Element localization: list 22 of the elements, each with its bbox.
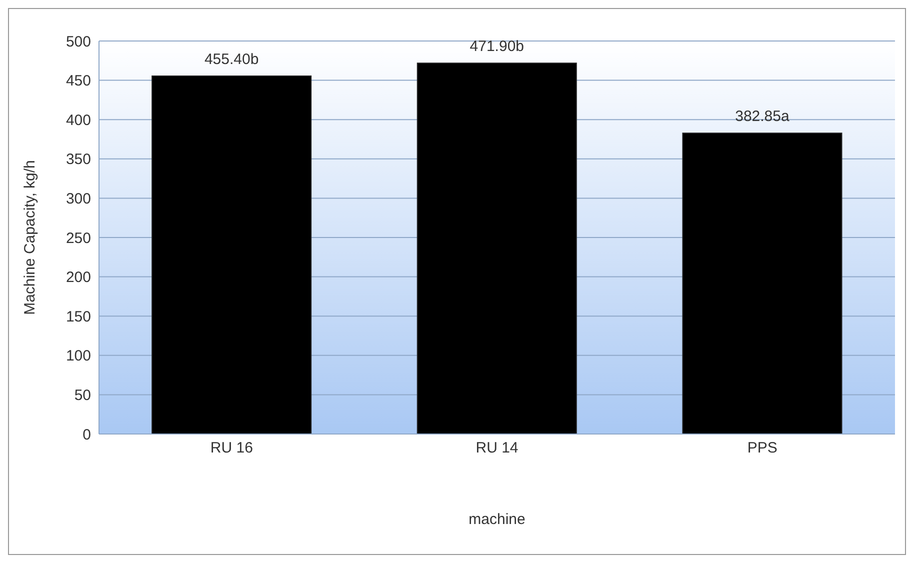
- x-tick-label: PPS: [747, 440, 778, 457]
- y-tick-label: 100: [66, 348, 91, 365]
- y-tick-label: 50: [74, 387, 91, 404]
- bar: [416, 62, 577, 434]
- y-tick-label: 450: [66, 72, 91, 90]
- x-axis-title: machine: [468, 511, 526, 528]
- y-tick-label: 350: [66, 151, 91, 168]
- y-axis-title: Machine Capacity, kg/h: [21, 160, 38, 315]
- y-tick-label: 500: [66, 33, 91, 50]
- data-label: 382.85a: [735, 108, 790, 126]
- data-label: 471.90b: [470, 38, 524, 56]
- y-tick-label: 0: [82, 426, 91, 444]
- y-tick-label: 150: [66, 308, 91, 326]
- y-tick-label: 400: [66, 112, 91, 129]
- y-tick-label: 300: [66, 190, 91, 208]
- data-label: 455.40b: [204, 51, 259, 68]
- x-tick-label: RU 16: [210, 440, 253, 457]
- y-tick-label: 250: [66, 230, 91, 247]
- y-tick-label: 200: [66, 269, 91, 286]
- bar: [682, 132, 842, 434]
- x-tick-label: RU 14: [476, 440, 518, 457]
- bar: [152, 76, 312, 434]
